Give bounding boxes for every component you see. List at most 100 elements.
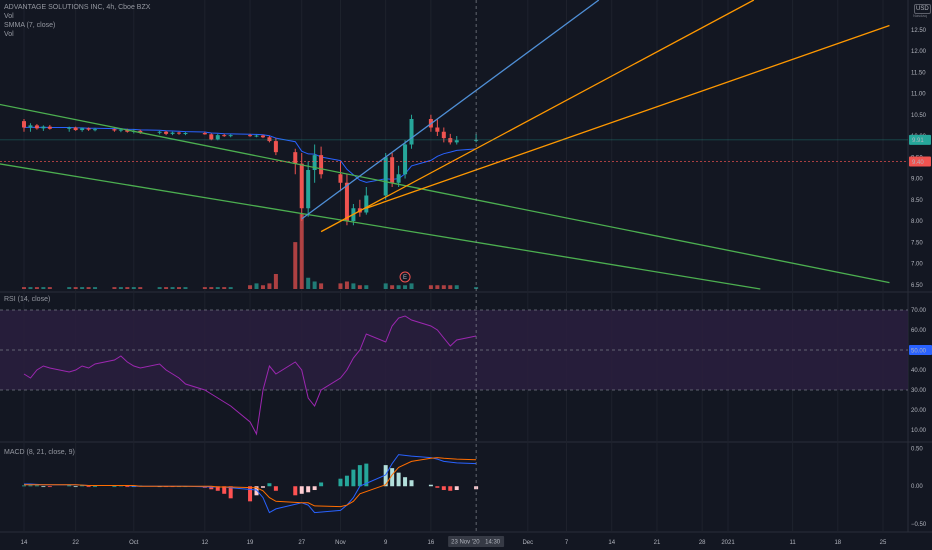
time-tick-4: 19 <box>247 540 254 546</box>
time-tick-11: 14 <box>608 540 615 546</box>
price-tick-12: 12.50 <box>911 28 927 34</box>
rsi-tick-0: 10.00 <box>911 428 927 434</box>
rsi-tick-2: 30.00 <box>911 388 927 394</box>
volume-bar <box>351 283 356 289</box>
macd-histogram-bar <box>293 486 298 496</box>
candle-body <box>41 126 46 129</box>
volume-bar <box>428 285 433 289</box>
volume-bar <box>312 281 317 289</box>
macd-histogram-bar <box>396 472 401 487</box>
time-tick-15: 11 <box>789 540 796 546</box>
currency-badge[interactable]: USD <box>914 4 931 14</box>
candle-body <box>125 129 130 132</box>
volume-bar <box>47 287 52 289</box>
volume-bar <box>222 287 227 289</box>
candle-body <box>112 129 117 131</box>
time-tick-16: 18 <box>834 540 841 546</box>
candle-body <box>267 137 272 142</box>
macd-histogram-bar <box>338 478 343 487</box>
candle-body <box>73 127 78 131</box>
crosshair-time-bg <box>448 536 505 547</box>
time-tick-0: 14 <box>21 540 28 546</box>
price-tick-10: 11.50 <box>911 70 926 76</box>
trendline-3 <box>320 0 755 233</box>
rsi-current-label: 50.00 <box>911 348 927 354</box>
volume-bar <box>260 285 265 289</box>
volume-bar <box>170 287 175 289</box>
candle-body <box>28 125 33 128</box>
candle-body <box>93 129 98 131</box>
time-tick-7: 9 <box>384 540 388 546</box>
candle-body <box>22 121 26 128</box>
volume-bar <box>344 281 349 289</box>
crosshair-date-label: 23 Nov '20 <box>451 540 480 546</box>
price-tick-0: 6.50 <box>911 283 923 289</box>
macd-histogram-bar <box>28 485 33 487</box>
candle-body <box>390 157 395 183</box>
candle-body <box>47 126 52 129</box>
candle-body <box>454 140 459 143</box>
candle-body <box>80 128 85 131</box>
price-tick-8: 10.50 <box>911 113 927 119</box>
macd-histogram-bar <box>364 463 369 487</box>
volume-bar <box>403 285 408 289</box>
price-label-0: 9.91 <box>912 138 924 144</box>
macd-tick-1: 0.00 <box>911 484 923 490</box>
time-tick-6: Nov <box>335 540 346 546</box>
volume-bar <box>118 287 123 289</box>
volume-bar <box>357 285 362 289</box>
time-tick-8: 16 <box>428 540 435 546</box>
candle-body <box>319 155 324 175</box>
earnings-marker <box>399 271 411 283</box>
candle-body <box>222 135 227 137</box>
crosshair-time-label: 14:30 <box>485 540 501 546</box>
macd-histogram-bar <box>441 486 446 491</box>
macd-histogram-bar <box>248 486 253 502</box>
volume-bar <box>435 285 440 289</box>
candle-body <box>435 127 440 132</box>
volume-bar <box>338 283 343 289</box>
macd-histogram-bar <box>306 486 311 493</box>
candle-body <box>138 130 143 133</box>
trendline-1 <box>0 163 761 290</box>
candle-body <box>228 135 233 137</box>
volume-bar <box>209 287 214 289</box>
macd-histogram-bar <box>215 486 220 491</box>
price-tick-11: 12.00 <box>911 49 927 55</box>
price-label-1: 9.40 <box>912 160 924 166</box>
time-tick-1: 22 <box>72 540 79 546</box>
volume-bar <box>306 277 311 289</box>
legend-smma: SMMA (7, close) <box>4 22 56 29</box>
volume-bar <box>293 242 298 289</box>
candle-body <box>441 131 446 139</box>
volume-bar <box>125 287 130 289</box>
volume-bar <box>390 285 395 289</box>
volume-bar <box>273 274 278 289</box>
candle-body <box>344 182 349 221</box>
rsi-tick-5: 60.00 <box>911 328 927 334</box>
volume-bar <box>93 287 98 289</box>
macd-histogram-bar <box>34 485 39 487</box>
macd-histogram-bar <box>319 482 324 487</box>
volume-bar <box>448 285 453 289</box>
time-tick-3: 12 <box>202 540 209 546</box>
volume-bar <box>112 287 117 289</box>
volume-bar <box>454 285 459 289</box>
volume-bar <box>80 287 85 289</box>
time-tick-13: 28 <box>699 540 706 546</box>
macd-histogram-bar <box>273 486 278 491</box>
volume-bar <box>409 283 414 289</box>
volume-bar <box>319 283 324 289</box>
macd-histogram-bar <box>80 485 85 487</box>
macd-tick-0: −0.50 <box>911 522 927 528</box>
macd-tick-2: 0.50 <box>911 447 923 453</box>
candle-body <box>409 119 414 145</box>
time-tick-9: Dec <box>522 540 533 546</box>
volume-bar <box>34 287 39 289</box>
candle-body <box>273 141 278 153</box>
candle-body <box>209 134 214 140</box>
macd-histogram-bar <box>357 465 362 487</box>
price-tick-3: 8.00 <box>911 219 923 225</box>
macd-histogram-bar <box>41 486 46 488</box>
